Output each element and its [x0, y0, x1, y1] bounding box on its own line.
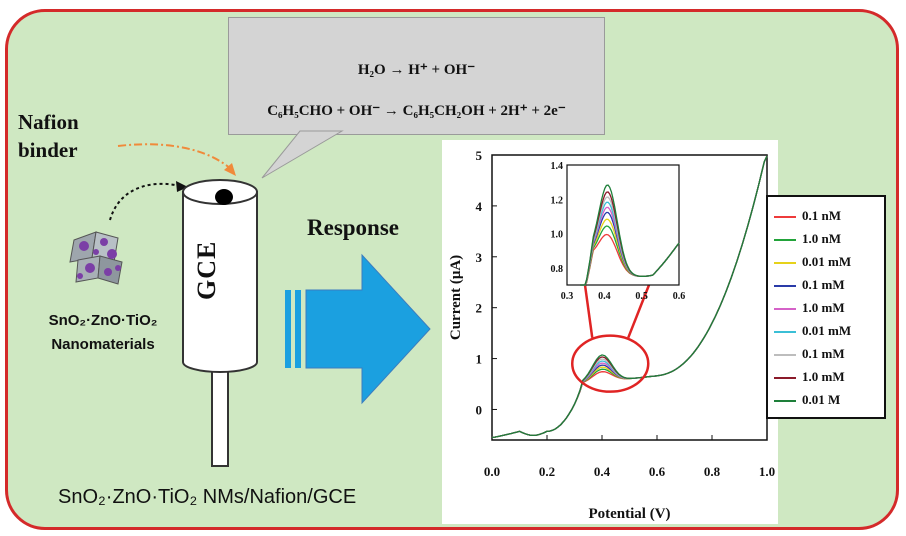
- equation-benzaldehyde-reduction: C₆H₅CHO + OH⁻ → C₆H₅CH₂OH + 2H⁺ + 2e⁻: [267, 103, 566, 119]
- y-tick-label: 2: [476, 301, 483, 316]
- legend-label: 0.01 mM: [802, 254, 852, 269]
- inset-x-tick-label: 0.3: [561, 291, 574, 302]
- legend-label: 1.0 mM: [802, 369, 845, 384]
- equation-callout: H₂O → H⁺ + OH⁻ C₆H₅CHO + OH⁻ → C₆H₅CH₂OH…: [228, 17, 605, 135]
- legend-label: 0.1 mM: [802, 346, 845, 361]
- y-tick-label: 5: [476, 148, 483, 163]
- legend-swatch: [774, 285, 796, 287]
- legend-label: 0.01 mM: [802, 323, 852, 338]
- arrow-stripe-2: [295, 290, 301, 368]
- inset-x-tick-label: 0.5: [635, 291, 648, 302]
- big-right-arrow-icon: [305, 253, 431, 405]
- nafion-label-line2: binder: [18, 138, 78, 162]
- x-tick-label: 0.6: [649, 464, 666, 479]
- x-tick-label: 0.4: [594, 464, 611, 479]
- series-line-9: [491, 155, 768, 439]
- material-label-line2: Nanomaterials: [51, 336, 155, 353]
- nafion-label-line1: Nafion: [18, 110, 79, 134]
- legend-swatch: [774, 354, 796, 356]
- inset-y-tick-label: 1.4: [551, 161, 564, 172]
- legend-label: 0.1 nM: [802, 208, 841, 223]
- equation-water-dissociation: H₂O → H⁺ + OH⁻: [357, 62, 476, 78]
- inset-y-tick-label: 1.2: [551, 195, 564, 206]
- legend-swatch: [774, 262, 796, 264]
- voltammogram-chart: 0.0 0.2 0.4 0.6 0.8 1.0 0 1 2 3 4 5 Potential (V) Cur…: [448, 148, 775, 522]
- legend-entry: 1.0 mM: [768, 299, 888, 319]
- legend-label: 0.1 mM: [802, 277, 845, 292]
- inset-y-tick-label: 0.8: [551, 264, 564, 275]
- inset-frame: [566, 164, 680, 286]
- legend-entry: 1.0 nM: [768, 230, 888, 250]
- inset-y-tick-label: 1.0: [551, 230, 564, 241]
- electrode-label: GCE: [192, 240, 221, 300]
- inset-series-line-9: [580, 184, 680, 286]
- callout-pointer: [261, 130, 344, 179]
- nafion-pointer-arrow: [117, 143, 233, 171]
- legend-entry: 0.1 mM: [768, 345, 888, 365]
- electrode-disc: [215, 189, 233, 205]
- y-tick-label: 4: [476, 199, 483, 214]
- legend-entry: 0.1 mM: [768, 276, 888, 296]
- legend-swatch: [774, 308, 796, 310]
- material-label-line1: SnO₂·ZnO·TiO₂: [48, 312, 158, 329]
- legend-swatch: [774, 239, 796, 241]
- legend-swatch: [774, 400, 796, 402]
- inset-x-tick-label: 0.6: [673, 291, 686, 302]
- legend-entry: 0.01 mM: [768, 253, 888, 273]
- legend-label: 1.0 nM: [802, 231, 841, 246]
- zoom-pointer-right: [627, 284, 651, 339]
- x-tick-label: 1.0: [759, 464, 775, 479]
- x-axis-label: Potential (V): [588, 506, 670, 522]
- legend-swatch: [774, 377, 796, 379]
- response-label: Response: [307, 215, 400, 240]
- legend-label: 1.0 mM: [802, 300, 845, 315]
- electrode-stem: [211, 359, 229, 467]
- chart-legend: 0.1 nM 1.0 nM 0.01 mM 0.1 mM 1.0 mM 0.01 mM 0.…: [766, 195, 886, 419]
- y-tick-label: 3: [476, 250, 483, 265]
- nafion-arrow-head: [224, 163, 236, 176]
- x-tick-label: 0.2: [539, 464, 555, 479]
- bottom-caption: SnO₂·ZnO·TiO₂ NMs/Nafion/GCE: [58, 486, 357, 508]
- y-axis-label: Current (μA): [448, 255, 464, 340]
- x-tick-label: 0.0: [484, 464, 500, 479]
- legend-entry: 0.01 M: [768, 391, 888, 411]
- legend-entry: 0.1 nM: [768, 207, 888, 227]
- electrode-body: [182, 191, 258, 373]
- y-tick-label: 1: [476, 352, 483, 367]
- nanoparticle-cluster-icon: [69, 231, 123, 285]
- zoom-pointer-left: [583, 284, 594, 338]
- y-tick-label: 0: [476, 402, 483, 417]
- legend-entry: 1.0 mM: [768, 368, 888, 388]
- material-arrow-head: [176, 181, 188, 192]
- legend-swatch: [774, 331, 796, 333]
- x-tick-label: 0.8: [704, 464, 721, 479]
- legend-swatch: [774, 216, 796, 218]
- arrow-stripe-1: [285, 290, 291, 368]
- material-pointer-arrow: [109, 182, 181, 221]
- peak-highlight-ellipse: [571, 334, 650, 393]
- legend-entry: 0.01 mM: [768, 322, 888, 342]
- inset-x-tick-label: 0.4: [598, 291, 611, 302]
- legend-label: 0.01 M: [802, 392, 841, 407]
